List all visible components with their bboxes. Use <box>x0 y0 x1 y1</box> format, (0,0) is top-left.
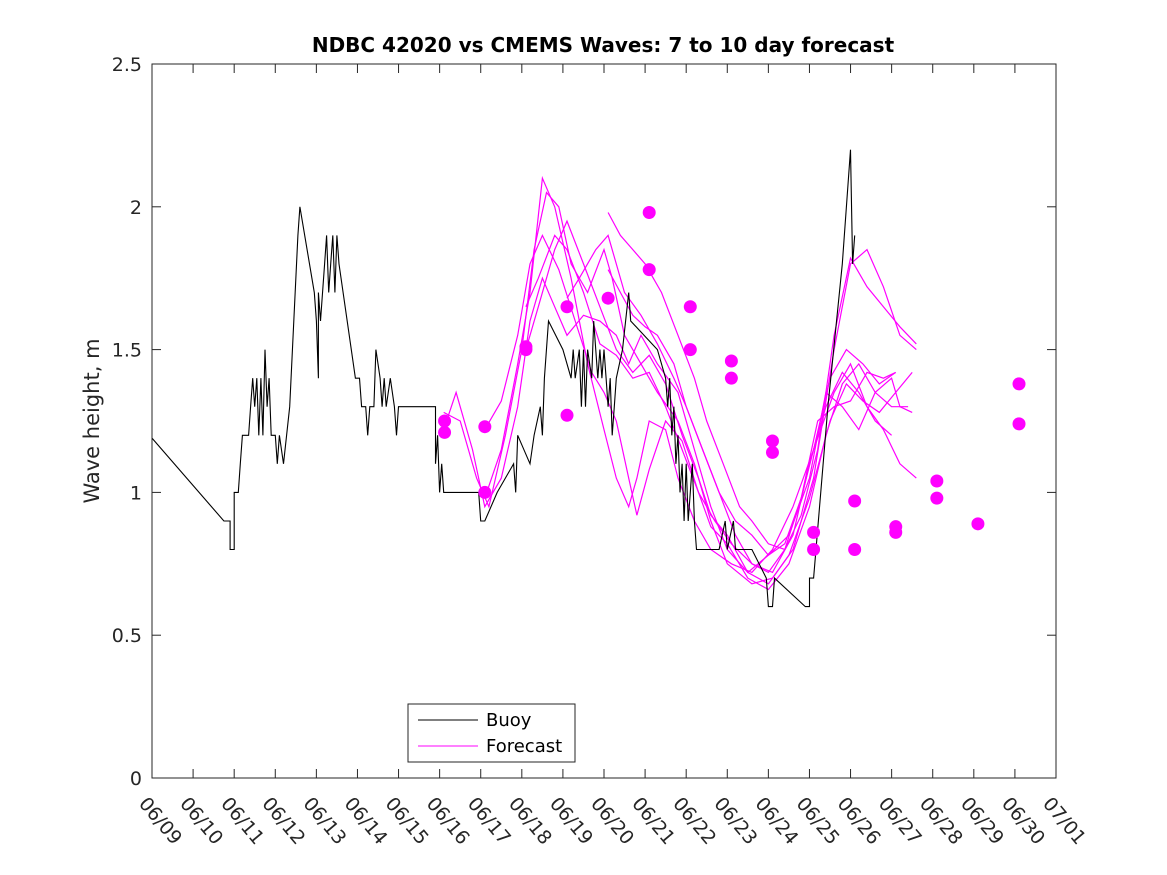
forecast-start-marker <box>683 343 697 357</box>
y-tick-label: 0 <box>130 768 142 790</box>
forecast-start-marker <box>642 206 656 220</box>
forecast-start-marker <box>438 414 452 428</box>
forecast-start-marker <box>1012 417 1026 431</box>
forecast-start-marker <box>438 425 452 439</box>
buoy-line <box>151 149 856 608</box>
forecast-start-marker <box>683 300 697 314</box>
forecast-start-marker <box>560 408 574 422</box>
plot-area <box>152 64 1056 778</box>
forecast-start-marker <box>848 543 862 557</box>
forecast-start-marker <box>765 434 779 448</box>
forecast-line <box>566 234 896 574</box>
y-tick-label: 0.5 <box>112 625 142 647</box>
legend: Buoy Forecast <box>407 703 576 763</box>
forecast-start-marker <box>930 474 944 488</box>
forecast-start-marker <box>889 525 903 539</box>
forecast-start-marker <box>724 354 738 368</box>
forecast-start-marker <box>765 445 779 459</box>
forecast-line <box>607 269 897 557</box>
plot-frame <box>151 63 1057 779</box>
forecast-start-marker <box>848 494 862 508</box>
y-tick-label: 1.5 <box>112 340 142 362</box>
legend-box <box>407 703 576 763</box>
forecast-line <box>443 276 913 574</box>
forecast-line <box>484 233 892 574</box>
legend-forecast-label: Forecast <box>486 736 562 757</box>
forecast-start-marker <box>971 517 985 531</box>
y-axis-label: Wave height, m <box>80 338 104 503</box>
forecast-line <box>525 234 909 591</box>
forecast-start-marker <box>724 371 738 385</box>
y-tick-label: 2 <box>130 197 142 219</box>
forecast-start-marker <box>930 491 944 505</box>
legend-buoy-label: Buoy <box>486 710 532 731</box>
forecast-start-marker <box>560 300 574 314</box>
y-tick-label: 1 <box>130 482 142 504</box>
forecast-start-marker <box>478 485 492 499</box>
series-layer <box>151 149 917 608</box>
chart-title: NDBC 42020 vs CMEMS Waves: 7 to 10 day f… <box>312 33 895 57</box>
y-tick-label: 2.5 <box>112 54 142 76</box>
forecast-start-marker <box>807 543 821 557</box>
forecast-start-marker <box>1012 377 1026 391</box>
forecast-start-marker <box>807 525 821 539</box>
forecast-start-marker <box>478 420 492 434</box>
forecast-line <box>525 219 913 585</box>
forecast-start-marker <box>519 343 533 357</box>
forecast-line <box>443 191 917 585</box>
forecast-start-marker <box>601 291 615 305</box>
forecast-start-marker <box>642 263 656 277</box>
forecast-line <box>484 175 917 574</box>
marker-layer <box>438 206 1026 557</box>
